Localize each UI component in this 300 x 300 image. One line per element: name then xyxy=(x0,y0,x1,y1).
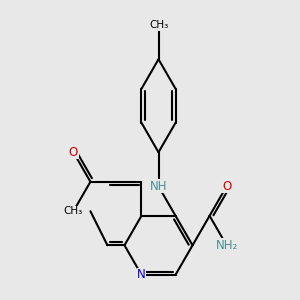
Text: NH₂: NH₂ xyxy=(215,239,238,252)
Text: CH₃: CH₃ xyxy=(64,206,83,216)
Text: O: O xyxy=(222,180,231,193)
Text: CH₃: CH₃ xyxy=(149,20,168,30)
Text: NH: NH xyxy=(150,180,167,193)
Text: O: O xyxy=(69,146,78,159)
Text: N: N xyxy=(137,268,146,281)
